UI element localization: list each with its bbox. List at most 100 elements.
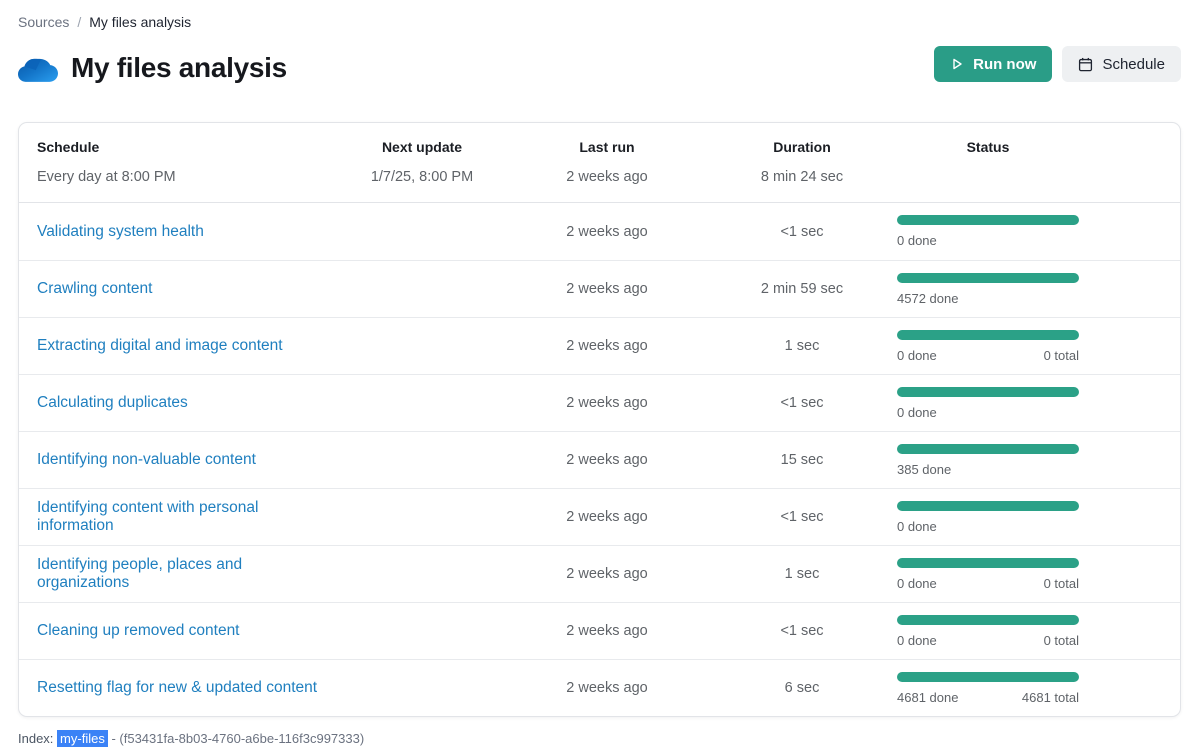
task-last-run: 2 weeks ago	[566, 566, 648, 582]
table-row: Resetting flag for new & updated content…	[19, 659, 1180, 716]
breadcrumb-current: My files analysis	[89, 14, 192, 30]
task-status: 4681 done 4681 total	[897, 671, 1079, 705]
task-duration: 15 sec	[780, 452, 824, 468]
progress-bar	[897, 614, 1079, 625]
total-count: 4681 total	[1021, 689, 1079, 705]
done-count: 0 done	[897, 632, 937, 648]
index-label: Index:	[18, 731, 54, 746]
column-header-duration: Duration	[773, 139, 831, 155]
task-last-run: 2 weeks ago	[566, 223, 648, 240]
done-count: 0 done	[897, 404, 937, 420]
task-name-link[interactable]: Identifying people, places and organizat…	[37, 556, 243, 591]
task-duration: 1 sec	[784, 338, 820, 354]
task-duration: 2 min 59 sec	[760, 281, 844, 297]
task-status: 0 done 0 total	[897, 329, 1079, 363]
task-duration: <1 sec	[780, 223, 824, 240]
task-status: 0 done	[897, 500, 1079, 534]
total-count: 0 total	[1043, 347, 1079, 363]
done-count: 0 done	[897, 575, 937, 591]
done-count: 4572 done	[897, 290, 959, 306]
total-count: 0 total	[1043, 632, 1079, 648]
done-count: 4681 done	[897, 689, 959, 705]
breadcrumb-separator: /	[77, 14, 82, 30]
table-row: Crawling content 2 weeks ago 2 min 59 se…	[19, 260, 1180, 317]
summary-row: Every day at 8:00 PM 1/7/25, 8:00 PM 2 w…	[19, 155, 1180, 202]
task-last-run: 2 weeks ago	[566, 680, 648, 696]
table-row: Cleaning up removed content 2 weeks ago …	[19, 602, 1180, 659]
progress-bar	[897, 272, 1079, 283]
table-row: Identifying content with personal inform…	[19, 488, 1180, 545]
task-status: 0 done 0 total	[897, 557, 1079, 591]
progress-bar	[897, 443, 1079, 454]
task-name-link[interactable]: Cleaning up removed content	[37, 622, 240, 639]
summary-duration: 8 min 24 sec	[760, 169, 844, 185]
task-status: 4572 done	[897, 272, 1079, 306]
progress-bar	[897, 557, 1079, 568]
calendar-icon	[1078, 57, 1093, 72]
table-row: Identifying non-valuable content 2 weeks…	[19, 431, 1180, 488]
task-name-link[interactable]: Identifying non-valuable content	[37, 451, 256, 468]
progress-bar	[897, 329, 1079, 340]
summary-schedule: Every day at 8:00 PM	[37, 169, 176, 185]
summary-last-run: 2 weeks ago	[566, 169, 648, 185]
total-count: 0 total	[1043, 575, 1079, 591]
done-count: 0 done	[897, 347, 937, 363]
page-title: My files analysis	[71, 52, 287, 83]
table-row: Identifying people, places and organizat…	[19, 545, 1180, 602]
task-duration: 1 sec	[784, 566, 820, 582]
index-uuid: - (f53431fa-8b03-4760-a6be-116f3c997333)	[111, 731, 365, 746]
column-header-next-update: Next update	[381, 139, 463, 155]
index-footer: Index: my-files - (f53431fa-8b03-4760-a6…	[18, 730, 1181, 747]
action-buttons: Run now Schedule	[934, 46, 1181, 82]
runs-table-card: Schedule Next update Last run Duration S…	[18, 122, 1181, 717]
task-name-link[interactable]: Identifying content with personal inform…	[37, 499, 259, 534]
task-last-run: 2 weeks ago	[566, 338, 648, 354]
task-status: 0 done	[897, 215, 1079, 248]
table-header: Schedule Next update Last run Duration S…	[19, 123, 1180, 203]
done-count: 0 done	[897, 518, 937, 534]
index-name-highlighted: my-files	[57, 730, 108, 747]
schedule-label: Schedule	[1102, 55, 1165, 73]
task-name-link[interactable]: Crawling content	[37, 280, 153, 297]
title-row: My files analysis Run now	[18, 44, 1181, 92]
table-row: Calculating duplicates 2 weeks ago <1 se…	[19, 374, 1180, 431]
task-duration: <1 sec	[780, 395, 824, 411]
task-last-run: 2 weeks ago	[566, 623, 648, 639]
onedrive-cloud-icon	[18, 55, 58, 82]
task-name-link[interactable]: Calculating duplicates	[37, 394, 188, 411]
summary-next-update: 1/7/25, 8:00 PM	[370, 169, 474, 185]
run-now-button[interactable]: Run now	[934, 46, 1053, 82]
task-duration: 6 sec	[784, 680, 820, 696]
task-last-run: 2 weeks ago	[566, 509, 648, 525]
task-status: 0 done	[897, 386, 1079, 420]
task-status: 385 done	[897, 443, 1079, 477]
progress-bar	[897, 671, 1079, 682]
task-last-run: 2 weeks ago	[566, 281, 648, 297]
play-icon	[950, 57, 964, 71]
breadcrumb: Sources / My files analysis	[18, 12, 1181, 32]
breadcrumb-sources-link[interactable]: Sources	[18, 14, 70, 30]
task-status: 0 done 0 total	[897, 614, 1079, 648]
task-name-link[interactable]: Resetting flag for new & updated content	[37, 679, 318, 696]
schedule-button[interactable]: Schedule	[1062, 46, 1181, 82]
task-name-link[interactable]: Validating system health	[37, 222, 204, 240]
column-header-schedule: Schedule	[37, 139, 100, 155]
column-header-last-run: Last run	[579, 139, 635, 155]
column-header-status: Status	[966, 139, 1010, 155]
run-now-label: Run now	[973, 55, 1037, 73]
done-count: 0 done	[897, 233, 937, 248]
progress-bar	[897, 500, 1079, 511]
task-name-link[interactable]: Extracting digital and image content	[37, 337, 283, 354]
progress-bar	[897, 386, 1079, 397]
table-row: Extracting digital and image content 2 w…	[19, 317, 1180, 374]
title-group: My files analysis	[18, 52, 287, 84]
table-row: Validating system health 2 weeks ago <1 …	[19, 203, 1180, 260]
task-last-run: 2 weeks ago	[566, 452, 648, 468]
task-duration: <1 sec	[780, 623, 824, 639]
table-body: Validating system health 2 weeks ago <1 …	[19, 203, 1180, 716]
task-duration: <1 sec	[780, 509, 824, 525]
progress-bar	[897, 215, 1079, 225]
done-count: 385 done	[897, 461, 952, 477]
task-last-run: 2 weeks ago	[566, 395, 648, 411]
